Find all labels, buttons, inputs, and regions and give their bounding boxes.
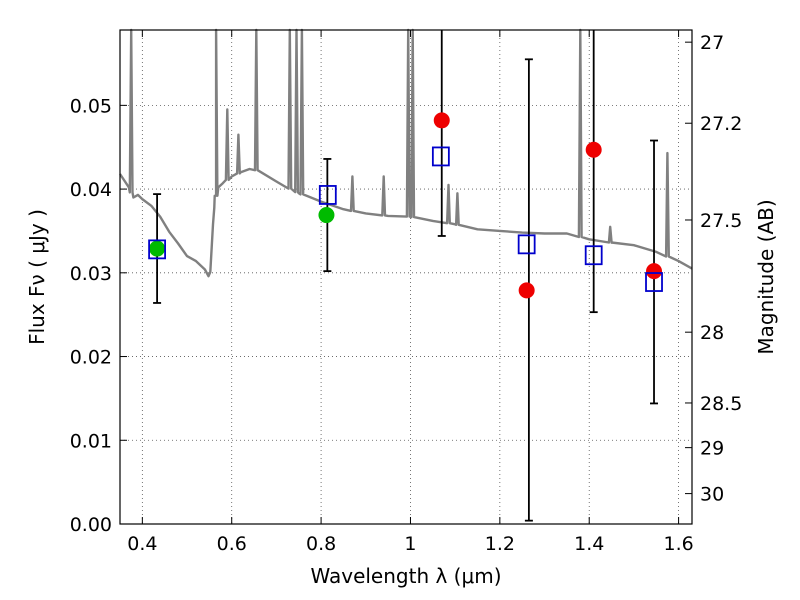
- grid: [120, 30, 692, 525]
- plot-frame: [119, 29, 693, 525]
- model-photometry-marker: [645, 272, 663, 292]
- x-axis-label: Wavelength λ (μm): [310, 564, 501, 588]
- y2-axis-label: Magnitude (AB): [754, 199, 778, 354]
- y2-tick-label: 27.2: [700, 113, 742, 135]
- y2-tick-label: 28: [700, 322, 724, 344]
- observed-flux-point: [318, 207, 335, 224]
- x-tick-label: 1.6: [663, 533, 693, 555]
- x-tick-label: 0.4: [127, 533, 157, 555]
- observed-flux-point: [433, 112, 450, 129]
- model-photometry-marker: [431, 146, 450, 167]
- model-photometry-marker: [584, 245, 603, 266]
- x-tick-label: 1.4: [574, 533, 604, 555]
- observed-flux-point: [646, 263, 663, 280]
- y2-tick-label: 30: [700, 484, 724, 506]
- plot-series: [119, 28, 693, 522]
- y-tick-label: 0.02: [70, 347, 112, 369]
- y2-tick-label: 27.5: [700, 210, 742, 232]
- y2-tick-label: 29: [700, 438, 724, 460]
- model-spectrum-line: [119, 28, 693, 278]
- x-tick-label: 1: [404, 533, 416, 555]
- y2-tick-label: 27: [700, 32, 724, 54]
- model-photometry-marker: [148, 239, 166, 260]
- observed-flux-point: [518, 282, 535, 299]
- model-photometry-marker: [318, 185, 337, 205]
- y-tick-label: 0.05: [70, 95, 112, 117]
- axis-ticks: 0.4 0.6 0.8 1 1.2 1.4 1.6 0.00 0.01 0.02 0.03 0.04 0…: [70, 30, 742, 555]
- model-photometry-marker: [517, 234, 536, 255]
- y-tick-label: 0.04: [70, 179, 112, 201]
- y2-tick-label: 28.5: [700, 393, 742, 415]
- y-axis-label: Flux Fν ( μJy ): [25, 209, 49, 345]
- y-tick-label: 0.01: [70, 430, 112, 452]
- observed-flux-point: [585, 141, 602, 158]
- x-tick-label: 1.2: [485, 533, 515, 555]
- observed-flux-point: [149, 240, 166, 257]
- y-tick-label: 0.03: [70, 263, 112, 285]
- y-tick-label: 0.00: [70, 514, 112, 536]
- x-tick-label: 0.8: [306, 533, 336, 555]
- x-tick-label: 0.6: [217, 533, 247, 555]
